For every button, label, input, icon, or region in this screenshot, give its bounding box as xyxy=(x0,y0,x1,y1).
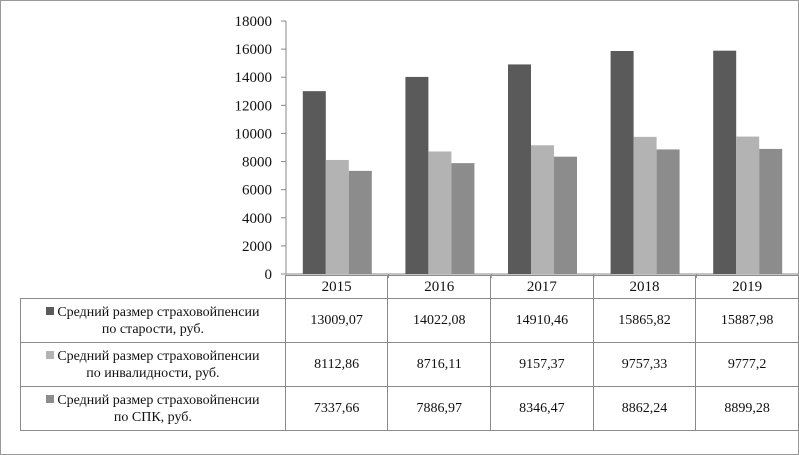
y-axis: 0 2000 4000 6000 8000 10000 12000 14000 16000 180… xyxy=(235,14,799,283)
table-row: Средний размер страховойпенсии по инвали… xyxy=(20,342,799,387)
bar xyxy=(713,50,737,275)
y-tick-label: 14000 xyxy=(235,70,273,86)
bar xyxy=(302,91,326,274)
bar xyxy=(554,156,577,274)
bar xyxy=(633,136,657,274)
year-header-row: 2015 2016 2017 2018 2019 xyxy=(20,275,799,299)
legend-swatch xyxy=(46,394,55,403)
year-header-cell: 2018 xyxy=(592,275,697,299)
y-tick-label: 2000 xyxy=(242,239,272,255)
bar xyxy=(531,145,554,274)
table-cell: 8899,28 xyxy=(695,386,799,431)
legend-label-line1: Средний размер страховойпенсии xyxy=(57,348,260,364)
legend-label-line1: Средний размер страховойпенсии xyxy=(57,304,260,320)
legend-swatch xyxy=(46,306,55,315)
year-header-cell: 2017 xyxy=(490,275,594,299)
table-cell: 15865,82 xyxy=(592,298,697,343)
y-tick-label: 6000 xyxy=(242,183,272,199)
year-header-cell: 2016 xyxy=(387,275,492,299)
legend-label-line1: Средний размер страховойпенсии xyxy=(57,392,260,408)
bar xyxy=(428,151,452,274)
table-row: Средний размер страховойпенсии по СПК, р… xyxy=(20,386,799,431)
legend-entry-spk: Средний размер страховойпенсии по СПК, р… xyxy=(20,386,286,431)
bar xyxy=(325,159,349,274)
bars xyxy=(302,50,783,275)
table-cell: 8716,11 xyxy=(387,342,492,387)
table-cell: 15887,98 xyxy=(695,298,799,343)
bar xyxy=(451,163,475,274)
table-cell: 9777,2 xyxy=(695,342,799,387)
table-cell: 8862,24 xyxy=(592,386,697,431)
y-tick-label: 16000 xyxy=(235,42,273,58)
bar xyxy=(656,149,680,274)
legend-swatch xyxy=(46,350,55,359)
table-cell: 14022,08 xyxy=(387,298,492,343)
table-cell: 8346,47 xyxy=(490,386,594,431)
bar xyxy=(736,136,760,274)
bar xyxy=(348,170,372,274)
y-tick-label: 10000 xyxy=(235,126,273,142)
year-header-cell: 2015 xyxy=(284,275,389,299)
bar xyxy=(759,148,783,274)
table-row: Средний размер страховойпенсии по старос… xyxy=(20,298,799,343)
table-cell: 7886,97 xyxy=(387,386,492,431)
table-cell: 9757,33 xyxy=(592,342,697,387)
year-header-cell: 2019 xyxy=(695,275,799,299)
legend-entry-old-age: Средний размер страховойпенсии по старос… xyxy=(20,298,286,343)
legend-label-line2: по старости, руб. xyxy=(101,321,204,337)
y-tick-label: 18000 xyxy=(235,14,273,30)
table-cell: 8112,86 xyxy=(284,342,389,387)
table-cell: 9157,37 xyxy=(490,342,594,387)
legend-label-line2: по инвалидности, руб. xyxy=(86,365,220,381)
table-cell: 14910,46 xyxy=(490,298,594,343)
table-cell: 13009,07 xyxy=(284,298,389,343)
legend-entry-disability: Средний размер страховойпенсии по инвали… xyxy=(20,342,286,387)
table-cell: 7337,66 xyxy=(284,386,389,431)
bar xyxy=(405,76,429,275)
bar xyxy=(508,64,531,274)
table-corner xyxy=(20,275,286,299)
y-tick-label: 0 xyxy=(265,267,273,283)
data-table: 2015 2016 2017 2018 2019 Средний размер … xyxy=(20,275,799,431)
y-tick-label: 8000 xyxy=(242,155,272,171)
legend-label-line2: по СПК, руб. xyxy=(113,409,192,425)
y-tick-label: 4000 xyxy=(242,211,272,227)
y-tick-label: 12000 xyxy=(235,98,273,114)
bar xyxy=(610,50,634,274)
